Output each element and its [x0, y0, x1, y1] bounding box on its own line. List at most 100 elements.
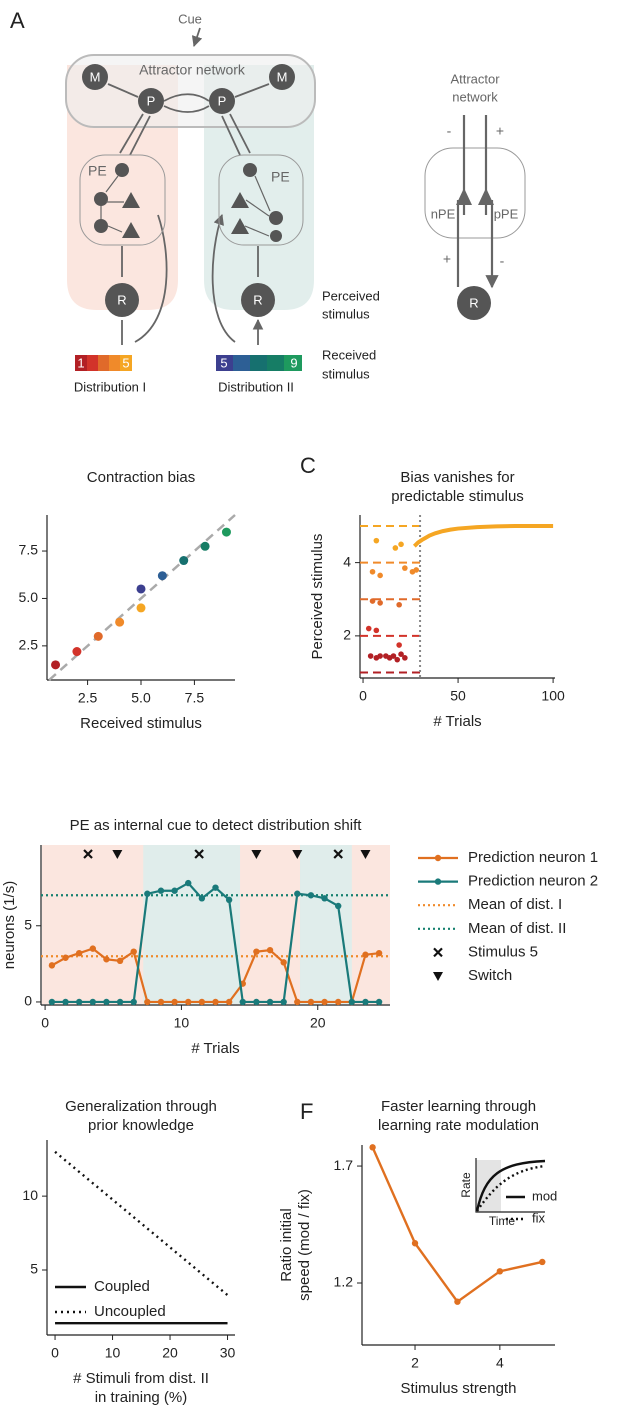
- point: [62, 998, 69, 1006]
- node: [82, 64, 108, 90]
- x-axis-label: Received stimulus: [80, 715, 202, 732]
- point: [116, 998, 124, 1006]
- sign: +: [443, 251, 451, 267]
- y-tick-label: 4: [343, 553, 351, 569]
- node: [209, 88, 235, 114]
- identity-line: [48, 514, 236, 681]
- x-tick-label: 50: [450, 688, 466, 704]
- point: [212, 884, 219, 891]
- point: [185, 998, 192, 1006]
- point: [212, 998, 219, 1006]
- legend-swatch: [434, 878, 442, 885]
- point: [48, 962, 56, 969]
- cue-label: Cue: [178, 11, 202, 26]
- x-tick-label: 2: [411, 1355, 419, 1371]
- node: [138, 88, 164, 114]
- point: [413, 567, 420, 573]
- point: [157, 887, 165, 894]
- x-tick-label: 2.5: [78, 690, 98, 706]
- point: [294, 998, 301, 1006]
- chart-title: Faster learning through: [381, 1098, 536, 1115]
- x-tick-label: 0: [359, 688, 367, 704]
- cross-marker: [83, 849, 93, 859]
- npe-label: nPE: [431, 206, 456, 221]
- point: [62, 954, 69, 961]
- node-label: R: [469, 295, 478, 310]
- node-label: M: [90, 69, 101, 84]
- triangle-marker: [433, 972, 443, 981]
- x-tick-label: 100: [541, 688, 565, 704]
- inset-axes: [475, 1158, 545, 1213]
- point: [144, 998, 151, 1006]
- bar-label: 1: [77, 355, 84, 370]
- sign: -: [447, 123, 452, 139]
- y-tick-label: 1.7: [334, 1157, 354, 1173]
- point: [157, 571, 167, 581]
- point: [253, 998, 260, 1006]
- chart-title: predictable stimulus: [391, 488, 524, 505]
- panel-label: C: [300, 453, 316, 478]
- attractor-label: Attractor network: [139, 62, 246, 78]
- side-label: Perceived: [322, 288, 380, 303]
- y-tick-label: 7.5: [19, 542, 39, 558]
- cross-marker: [433, 947, 443, 958]
- point: [294, 890, 301, 897]
- x-tick-label: 20: [162, 1345, 178, 1361]
- point: [136, 584, 146, 594]
- connections: [107, 83, 270, 113]
- point: [72, 647, 82, 657]
- point: [396, 601, 402, 608]
- legend-label: Stimulus 5: [468, 943, 538, 960]
- chart-title: learning rate modulation: [378, 1117, 539, 1134]
- chart-title: prior knowledge: [88, 1117, 194, 1134]
- point: [321, 895, 328, 902]
- legend-label: Mean of dist. I: [468, 896, 562, 913]
- point: [373, 627, 380, 634]
- point: [362, 951, 369, 958]
- bar-label: 5: [122, 355, 129, 370]
- y-axis-label: Ratio initial: [278, 1208, 295, 1281]
- point: [225, 896, 233, 904]
- arrows: [134, 215, 236, 343]
- point: [398, 651, 404, 657]
- point: [392, 545, 399, 551]
- node: [105, 283, 139, 317]
- y-axis-label: speed (mod / fix): [296, 1189, 313, 1301]
- point: [130, 998, 137, 1006]
- triangle-marker: [112, 850, 123, 859]
- point: [369, 1144, 376, 1151]
- pe-box: [218, 154, 304, 246]
- legend-label: Coupled: [94, 1278, 150, 1295]
- pe-box: [79, 154, 166, 246]
- y-axis-label: Perceived stimulus: [309, 534, 326, 660]
- point: [266, 946, 274, 954]
- point: [396, 642, 402, 648]
- point: [179, 556, 189, 566]
- inset-curve: [475, 1159, 546, 1212]
- panel-label: F: [300, 1099, 313, 1124]
- y-tick-label: 1.2: [334, 1274, 354, 1290]
- legend-label: Prediction neuron 2: [468, 873, 598, 890]
- x-axis-label: # Trials: [433, 713, 481, 730]
- region: [300, 845, 352, 1004]
- point: [221, 527, 231, 537]
- point: [375, 949, 383, 957]
- point: [48, 998, 56, 1006]
- point: [539, 1258, 546, 1266]
- chart-title: Generalization through: [65, 1098, 217, 1115]
- point: [367, 653, 374, 659]
- arrow: [191, 27, 203, 48]
- ppe-label: pPE: [494, 206, 519, 221]
- point: [394, 656, 401, 663]
- point: [51, 660, 61, 670]
- node-label: P: [218, 93, 227, 108]
- point: [377, 600, 383, 606]
- point: [454, 1298, 461, 1305]
- point: [402, 655, 408, 661]
- point: [225, 998, 233, 1006]
- x-tick-label: 10: [105, 1345, 121, 1361]
- node-label: P: [147, 93, 156, 108]
- point: [198, 998, 206, 1006]
- x-axis-label: # Stimuli from dist. II: [73, 1370, 209, 1387]
- sign: -: [500, 253, 505, 269]
